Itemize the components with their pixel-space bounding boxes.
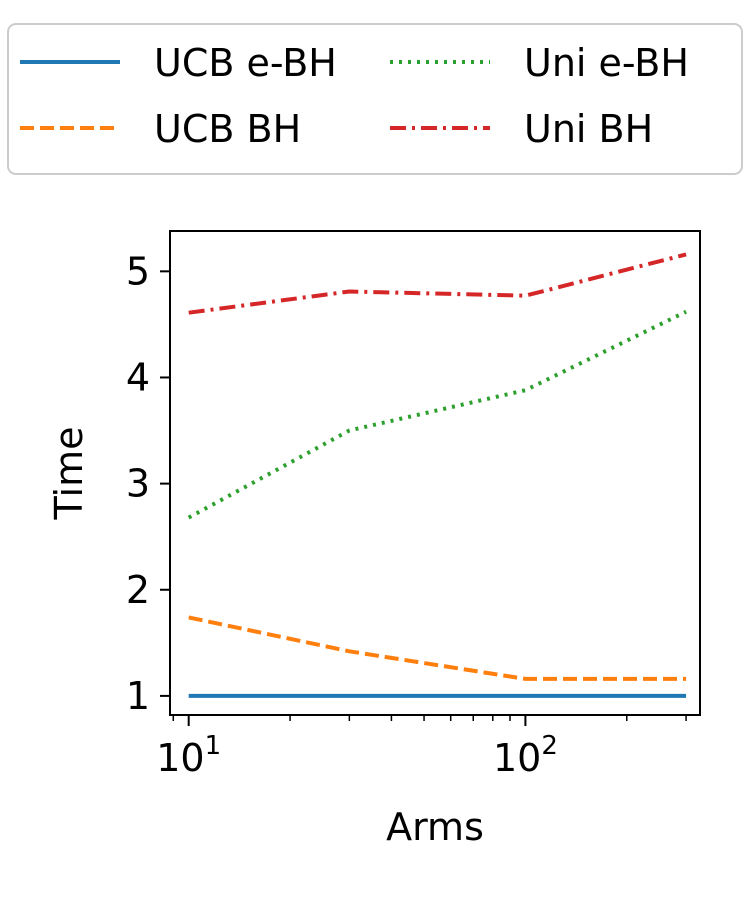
series-line-uni-e-bh	[187, 309, 687, 520]
y-tick-label: 4	[126, 355, 150, 399]
legend-label: UCB BH	[154, 107, 301, 151]
legend-entry: Uni e-BH	[390, 41, 689, 85]
legend-entry: UCB BH	[20, 107, 301, 151]
y-axis: 1 2 3 4 5	[126, 249, 170, 718]
legend: UCB e-BH UCB BH Uni e-BH Uni BH	[7, 23, 743, 175]
legend-label: UCB e-BH	[154, 41, 337, 85]
series-line-ucb-bh	[188, 615, 687, 681]
y-tick-label: 1	[126, 674, 150, 718]
series-line-uni-bh	[188, 252, 687, 315]
legend-label: Uni BH	[524, 107, 653, 151]
x-axis: 101 102	[156, 715, 687, 780]
x-tick-label: 101	[156, 731, 221, 780]
legend-entry: UCB e-BH	[20, 41, 337, 85]
series-group	[187, 252, 687, 698]
y-tick-label: 2	[126, 568, 150, 612]
legend-label: Uni e-BH	[524, 41, 689, 85]
y-tick-label: 3	[126, 462, 150, 506]
legend-frame	[7, 23, 743, 175]
x-tick-label: 102	[493, 731, 558, 780]
legend-entry: Uni BH	[390, 107, 653, 151]
y-axis-label: Time	[47, 427, 91, 521]
plot-area	[169, 230, 701, 716]
y-tick-label: 5	[126, 249, 150, 293]
x-axis-label: Arms	[386, 805, 484, 849]
